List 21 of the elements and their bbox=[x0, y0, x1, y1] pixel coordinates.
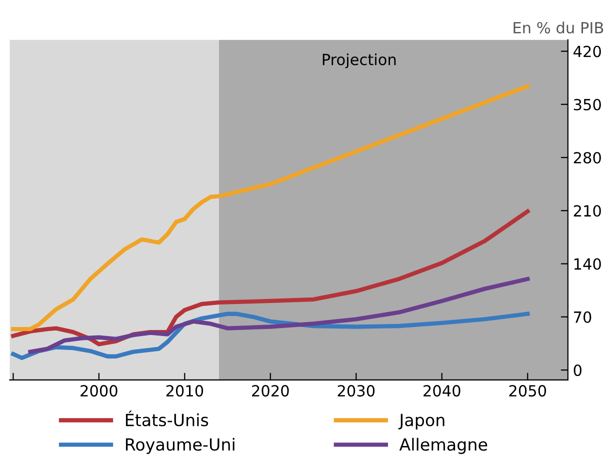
legend-label: Royaume-Uni bbox=[126, 438, 234, 454]
y-tick-label: 70 bbox=[574, 311, 592, 323]
x-tick-label: 2030 bbox=[338, 385, 375, 397]
band-label: Projection bbox=[322, 53, 396, 68]
x-tick-label: 2050 bbox=[509, 385, 546, 397]
y-tick-label: 280 bbox=[574, 152, 601, 164]
x-tick-label: 2040 bbox=[424, 385, 460, 397]
line-series bbox=[28, 276, 530, 354]
y-tick-label: 0 bbox=[574, 364, 582, 376]
x-tick-label: 2020 bbox=[252, 385, 289, 397]
y-axis-title: En % du PIB bbox=[514, 22, 604, 34]
y-tick-label: 210 bbox=[574, 205, 601, 217]
legend-label: Allemagne bbox=[399, 438, 488, 454]
y-tick-label: 140 bbox=[574, 258, 601, 270]
x-tick-label: 2010 bbox=[166, 385, 204, 397]
line-series bbox=[11, 84, 530, 332]
legend-label: Japon bbox=[398, 414, 444, 430]
legend-label: États-Unis bbox=[126, 410, 208, 426]
y-tick-label: 350 bbox=[574, 98, 601, 110]
x-tick-label: 2000 bbox=[80, 385, 118, 397]
y-tick-label: 420 bbox=[574, 46, 601, 58]
